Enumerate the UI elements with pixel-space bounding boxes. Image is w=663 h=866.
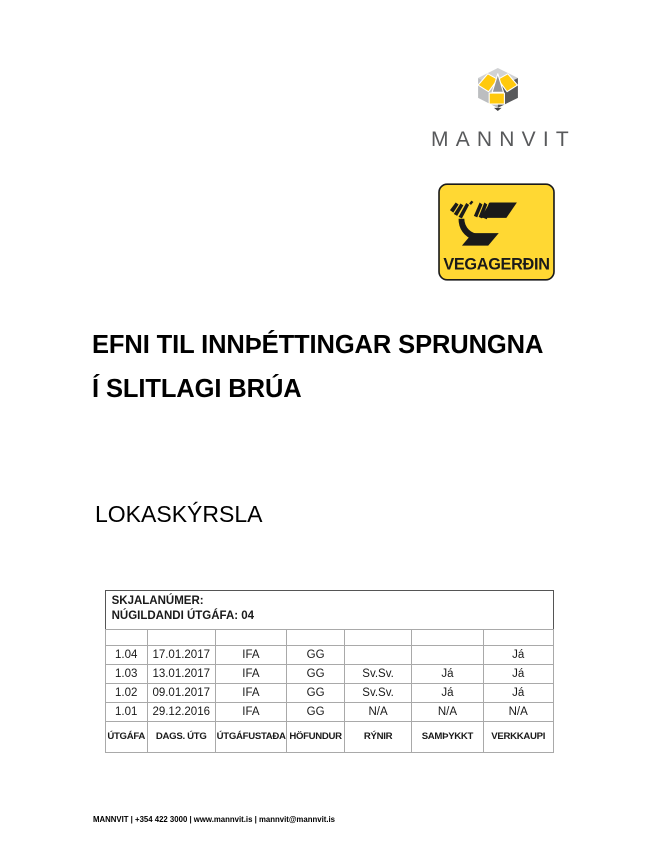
svg-text:VEGAGERÐIN: VEGAGERÐIN [443, 256, 549, 274]
